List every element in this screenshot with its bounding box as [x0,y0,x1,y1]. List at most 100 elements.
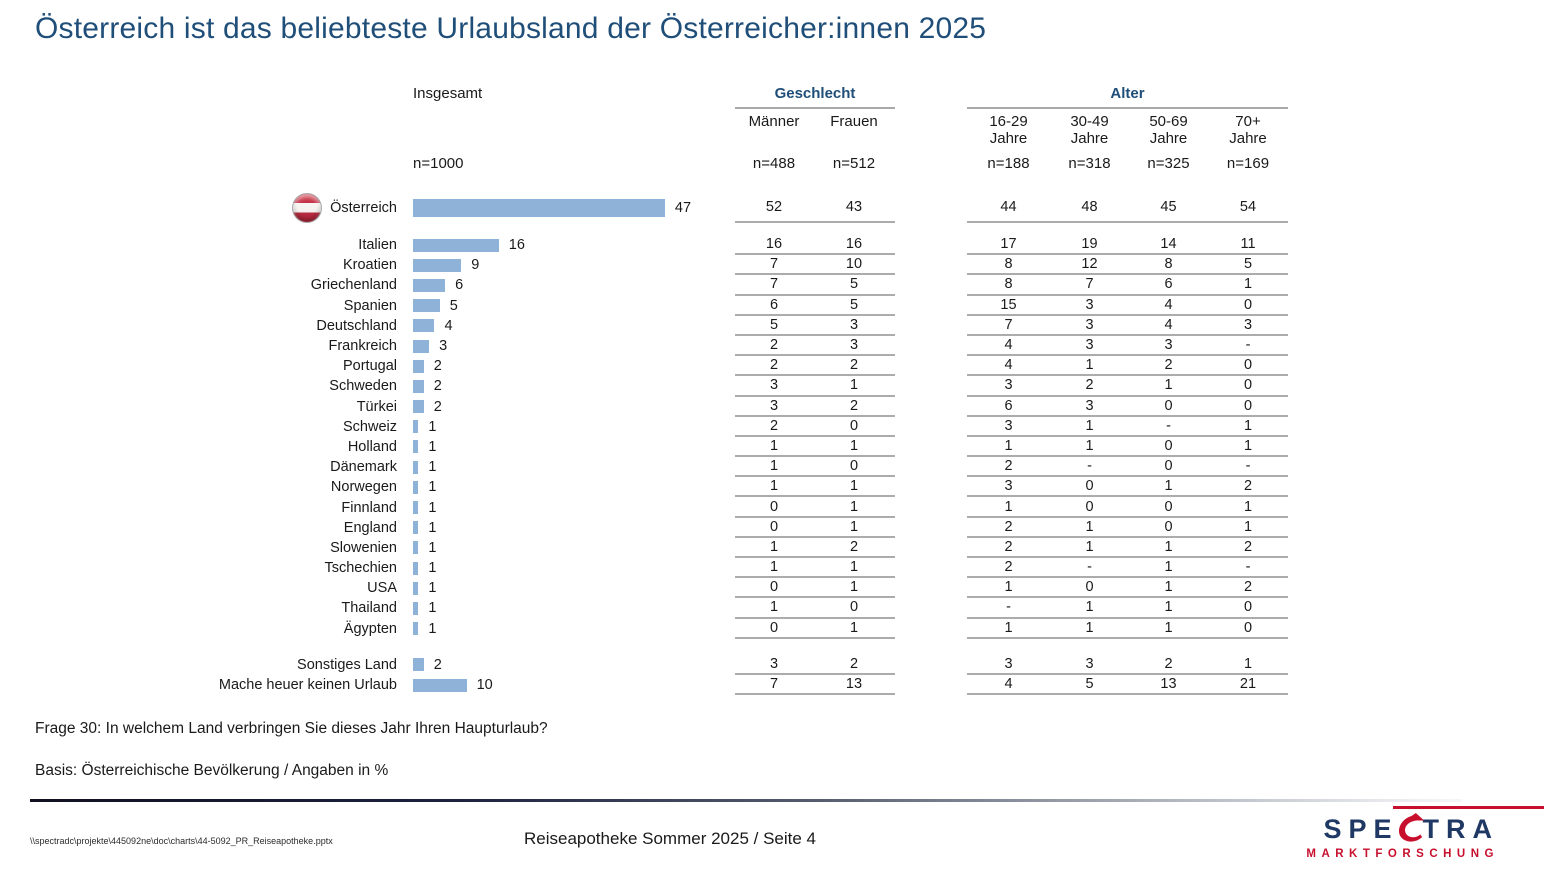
cell-alter-3: 21 [1208,675,1288,696]
cell-geschlecht-0: 1 [735,558,813,579]
cell-alter-1: 7 [1050,275,1129,296]
cell-geschlecht-0: 1 [735,477,813,498]
n-age-70plus: n=169 [1226,155,1270,172]
cell-alter-2: 1 [1129,558,1208,579]
bar-cell: 1 [397,477,735,497]
cell-alter-2: 3 [1129,336,1208,357]
spectra-wordmark: SPE TRA [1299,812,1499,845]
cell-alter-3: 1 [1208,437,1288,458]
cell-geschlecht-0: 7 [735,675,813,696]
row-label-cell: Schweiz [0,417,397,437]
cell-alter-3: 1 [1208,655,1288,675]
spacer-cell [895,376,967,396]
footer-divider [30,799,1462,802]
col-header-frauen: Frauen [830,113,878,130]
cell-alter-3: 3 [1208,316,1288,336]
file-path-text: \\spectradc\projekte\445092ne\doc\charts… [30,836,333,846]
cell-geschlecht-1: 3 [813,316,895,336]
cell-alter-3: 54 [1208,193,1288,223]
bar-value: 1 [428,600,437,617]
table-row: Norwegen 1 1 1 3 0 1 2 [0,477,1288,498]
bar [413,379,424,393]
cell-alter-1: 0 [1050,578,1129,599]
bar [413,581,419,595]
bar-cell: 1 [397,538,735,558]
bar [413,460,419,474]
table-row: Schweiz 1 2 0 3 1-1 [0,417,1288,437]
cell-alter-1: 1 [1050,598,1129,619]
row-label: England [343,519,397,536]
bar-cell: 2 [397,376,735,396]
spacer-cell [895,477,967,497]
bar-cell: 1 [397,558,735,578]
table-row: Griechenland 6 7 5 8 7 6 1 [0,275,1288,296]
cell-alter-2: 13 [1129,675,1208,696]
cell-alter-3: - [1208,558,1288,579]
spacer-cell [895,497,967,517]
cell-geschlecht-0: 7 [735,275,813,296]
bar-value: 1 [428,539,437,556]
bar-cell: 2 [397,397,735,417]
row-label: Spanien [343,297,397,314]
col-header-age-30-49: 30-49 Jahre [1050,113,1129,155]
cell-alter-1: 5 [1050,675,1129,696]
spacer-cell [895,255,967,275]
geschlecht-group-label: Geschlecht [735,85,895,109]
cell-alter-2: 8 [1129,255,1208,276]
row-label-cell: England [0,518,397,538]
spacer-cell [895,457,967,477]
bar [413,541,419,555]
row-label-cell: Kroatien [0,255,397,275]
age-range: 30-49 [1070,113,1109,130]
cell-geschlecht-1: 1 [813,518,895,538]
cell-alter-2: 2 [1129,655,1208,675]
spacer-cell [895,558,967,578]
cell-geschlecht-0: 1 [735,457,813,478]
cell-alter-1: 1 [1050,518,1129,538]
cell-alter-1: 3 [1050,316,1129,336]
cell-geschlecht-1: 1 [813,376,895,397]
spectra-wordmark-part1: SPE [1323,814,1399,844]
cell-geschlecht-1: 1 [813,497,895,518]
row-label-cell: Slowenien [0,538,397,558]
row-label: Italien [358,237,397,254]
row-label: Ägypten [343,620,397,637]
spacer-cell [895,578,967,598]
table-row: Kroatien 9 7 10 8 12 8 5 [0,255,1288,276]
cell-geschlecht-0: 52 [735,193,813,223]
logo-accent-line [1393,806,1544,809]
bar-cell: 10 [397,675,735,695]
cell-alter-1: 0 [1050,497,1129,518]
cell-alter-2: 0 [1129,497,1208,518]
spacer-cell [895,193,967,223]
bar [413,678,467,692]
bar [413,420,419,434]
cell-alter-3: 2 [1208,578,1288,599]
bar-cell: 16 [397,235,735,255]
bar-cell: 1 [397,619,735,639]
bar-value: 1 [428,459,437,476]
cell-alter-0: 1 [967,437,1050,458]
cell-alter-2: 1 [1129,477,1208,498]
age-sub: Jahre [1070,130,1109,147]
bar-cell: 4 [397,316,735,336]
row-label: Frankreich [328,338,398,355]
bar-value: 10 [476,677,493,694]
row-label-cell: Norwegen [0,477,397,497]
bar [413,400,424,414]
cell-alter-0: 3 [967,477,1050,498]
cell-geschlecht-1: 5 [813,275,895,296]
cell-alter-1: 48 [1050,193,1129,223]
spectra-subtitle: MARKTFORSCHUNG [1306,848,1499,860]
row-label: Thailand [341,600,397,617]
spacer-cell [895,336,967,356]
age-sub: Jahre [1229,130,1267,147]
row-label: Norwegen [330,479,397,496]
cell-geschlecht-0: 0 [735,619,813,639]
cell-geschlecht-1: 3 [813,336,895,357]
table-header-columns: Männer Frauen 16-29 Jahre 30-49 Jahre 50-6… [0,113,1288,155]
bar [413,561,419,575]
bar [413,480,419,494]
spacer-cell [895,235,967,255]
cell-alter-2: 4 [1129,316,1208,336]
